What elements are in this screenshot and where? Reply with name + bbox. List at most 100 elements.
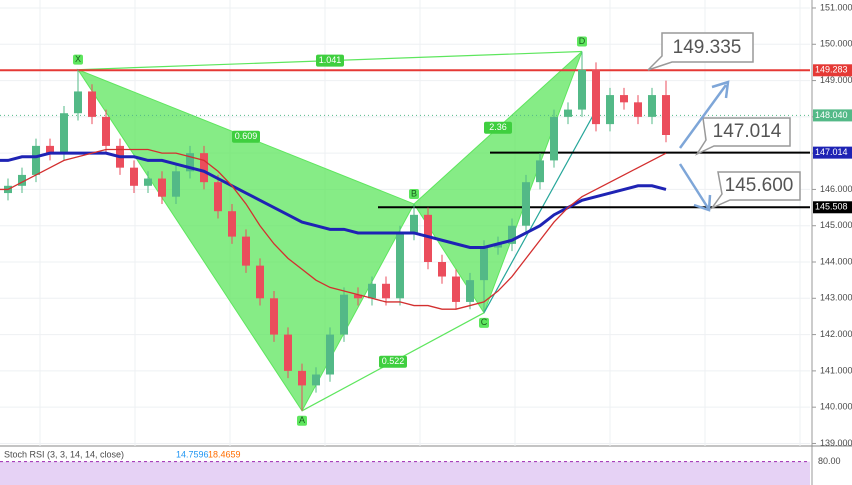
candle-body	[102, 116, 110, 146]
candle-body	[326, 334, 334, 375]
last-price-tag	[813, 109, 852, 122]
ratio-tag	[484, 121, 512, 134]
candle-body	[508, 225, 516, 244]
ratio-label: 0.522	[382, 356, 405, 366]
pattern-point-tag	[577, 36, 587, 47]
candle-body	[200, 153, 208, 183]
stoch-k-value: 14.7596	[176, 449, 209, 459]
callouts	[647, 32, 801, 210]
candle-body	[662, 95, 670, 135]
candle-body	[522, 182, 530, 226]
candle-body	[634, 102, 642, 117]
pattern-point-label: A	[299, 415, 305, 425]
pattern-point-label: B	[411, 188, 417, 198]
arrow-up	[678, 80, 730, 149]
y-tick-label: 149.000	[820, 75, 852, 85]
candle-body	[620, 95, 628, 103]
candle-body	[74, 91, 82, 114]
candle-body	[466, 280, 474, 302]
callout-box	[694, 117, 791, 156]
y-tick-label: 143.000	[820, 293, 852, 303]
candle-body	[494, 243, 502, 248]
stoch-title: Stoch RSI (3, 3, 14, 14, close)	[4, 449, 124, 459]
candle-body	[606, 95, 614, 125]
y-tick-label: 144.000	[820, 256, 852, 266]
price-level-label: 145.508	[815, 202, 848, 212]
candle-body	[256, 265, 264, 299]
candle-body	[396, 232, 404, 299]
candle-body	[46, 145, 54, 154]
candle-body	[340, 294, 348, 335]
candle-body	[354, 294, 362, 299]
moving-average	[0, 148, 667, 310]
pattern-point-label: X	[75, 54, 81, 64]
candle-body	[312, 374, 320, 386]
price-level-tag	[813, 64, 852, 77]
last-price-label: 148.040	[815, 110, 848, 120]
candle-body	[536, 160, 544, 183]
candle-body	[480, 247, 488, 281]
ratio-label: 2.36	[489, 122, 507, 132]
y-tick-label: 141.000	[820, 365, 852, 375]
candle-body	[564, 109, 572, 117]
moving-average	[0, 151, 667, 249]
callout-text: 149.335	[673, 37, 742, 58]
price-level-label: 149.283	[815, 65, 848, 75]
callout-box	[647, 32, 754, 71]
y-tick-label: 151.000	[820, 2, 852, 12]
candle-body	[410, 214, 418, 233]
stoch-d-value: 18.4659	[208, 449, 241, 459]
ratio-label: 0.609	[235, 131, 258, 141]
callout-text: 147.014	[713, 121, 782, 142]
candle-body	[368, 283, 376, 299]
arrows	[678, 80, 730, 212]
candle-body	[578, 69, 586, 110]
candle-body	[32, 145, 40, 175]
pattern-point-label: C	[481, 317, 488, 327]
candle-body	[88, 91, 96, 117]
ratio-tag	[232, 130, 260, 143]
pattern-point-tag	[409, 188, 419, 199]
candle-body	[452, 276, 460, 302]
candle-body	[172, 171, 180, 197]
y-tick-label: 146.000	[820, 184, 852, 194]
callout-box	[709, 171, 801, 210]
y-tick-label: 145.000	[820, 220, 852, 230]
stoch-tick-label: 80.00	[818, 456, 841, 466]
candle-body	[242, 236, 250, 266]
price-level-tag	[813, 146, 852, 159]
y-tick-label: 150.000	[820, 39, 852, 49]
candle-body	[592, 69, 600, 125]
candle-body	[18, 174, 26, 186]
ratio-tag	[379, 355, 407, 368]
candle-body	[144, 178, 152, 186]
candle-body	[424, 214, 432, 263]
candle-body	[438, 262, 446, 277]
candle-body	[298, 370, 306, 386]
stoch-band	[0, 461, 810, 485]
price-level-tag	[813, 201, 852, 214]
pattern-point-tag	[479, 317, 489, 328]
candle-body	[60, 113, 68, 154]
trend-line	[483, 106, 599, 314]
callout-text: 145.600	[725, 175, 794, 196]
arrow-down	[678, 163, 712, 212]
price-level-label: 147.014	[815, 147, 848, 157]
ratio-label: 1.041	[319, 55, 342, 65]
pattern-point-tag	[73, 54, 83, 65]
candle-body	[228, 211, 236, 237]
candle-body	[550, 116, 558, 161]
candle-body	[382, 283, 390, 299]
candle-body	[270, 298, 278, 335]
y-tick-label: 142.000	[820, 329, 852, 339]
y-tick-label: 139.000	[820, 438, 852, 448]
candle-body	[284, 334, 292, 371]
candle-body	[648, 95, 656, 117]
pattern-point-label: D	[579, 36, 586, 46]
candle-body	[214, 182, 222, 212]
pattern-point-tag	[297, 415, 307, 426]
candle-body	[186, 153, 194, 172]
y-tick-label: 140.000	[820, 402, 852, 412]
